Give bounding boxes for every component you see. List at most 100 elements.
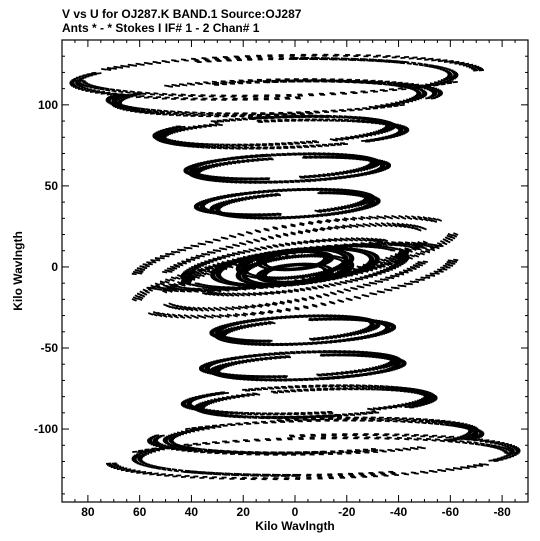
uv-point-conjugate — [173, 469, 179, 473]
uv-point-conjugate — [337, 414, 343, 417]
uv-point — [150, 112, 156, 115]
uv-point-conjugate — [167, 468, 173, 472]
uv-point — [106, 93, 112, 96]
uv-point — [286, 152, 292, 155]
uv-point — [233, 178, 239, 181]
uv-point — [268, 143, 274, 147]
uv-point-conjugate — [342, 433, 348, 436]
uv-point-conjugate — [384, 433, 390, 436]
uv-point-conjugate — [284, 355, 290, 358]
uv-point — [433, 64, 440, 68]
uv-point — [241, 117, 247, 120]
uv-point — [300, 176, 306, 179]
uv-point-conjugate — [150, 466, 157, 469]
uv-point-conjugate — [274, 474, 280, 477]
uv-point — [307, 152, 313, 155]
uv-point — [248, 191, 254, 194]
uv-point-conjugate — [207, 472, 213, 475]
uv-point — [100, 92, 106, 95]
uv-point — [239, 115, 245, 118]
uv-point-conjugate — [336, 387, 342, 390]
uv-point-conjugate — [180, 430, 186, 434]
uv-point-conjugate — [348, 375, 354, 378]
uv-point — [105, 91, 111, 94]
uv-point — [401, 60, 407, 64]
uv-point — [416, 96, 423, 100]
uv-point — [190, 114, 196, 117]
uv-point-conjugate — [413, 433, 419, 436]
uv-point-conjugate — [363, 433, 369, 436]
uv-point-conjugate — [498, 458, 504, 461]
uv-point — [248, 144, 254, 147]
uv-point-conjugate — [378, 416, 384, 419]
uv-point-conjugate — [502, 457, 508, 460]
uv-point — [243, 178, 249, 181]
uv-point-conjugate — [274, 355, 280, 359]
uv-point — [404, 100, 410, 104]
uv-point-conjugate — [329, 387, 335, 390]
uv-point-conjugate — [282, 379, 288, 382]
uv-point-conjugate — [280, 474, 286, 477]
uv-point — [85, 89, 91, 92]
uv-point — [221, 98, 227, 101]
uv-point-conjugate — [368, 412, 374, 415]
uv-point-conjugate — [323, 256, 329, 259]
uv-point-conjugate — [343, 376, 349, 379]
uv-point — [399, 101, 406, 105]
uv-point — [175, 114, 181, 117]
uv-point — [126, 94, 132, 97]
uv-point-conjugate — [283, 389, 289, 392]
uv-point-conjugate — [323, 415, 329, 418]
uv-point — [236, 275, 242, 278]
uv-point — [281, 143, 287, 146]
uv-point — [324, 57, 330, 60]
uv-point-conjugate — [290, 389, 296, 392]
uv-point — [310, 57, 316, 59]
uv-point — [281, 152, 287, 155]
uv-point-conjugate — [358, 374, 364, 377]
uv-point-conjugate — [327, 474, 333, 477]
uv-point — [161, 97, 167, 100]
uv-point-conjugate — [416, 417, 422, 420]
uv-point — [111, 92, 117, 95]
uv-point — [214, 115, 220, 118]
uv-point-conjugate — [244, 474, 250, 477]
uv-point-conjugate — [155, 467, 161, 470]
uv-point-conjugate — [328, 256, 334, 258]
uv-point — [340, 57, 346, 60]
uv-point-conjugate — [331, 433, 337, 436]
uv-point-conjugate — [432, 434, 438, 437]
uv-point — [255, 144, 261, 147]
uv-point — [253, 178, 259, 181]
uv-point — [144, 111, 150, 115]
uv-point — [242, 98, 248, 101]
uv-point-conjugate — [370, 416, 376, 419]
uv-point — [285, 97, 291, 100]
uv-point-conjugate — [394, 417, 400, 419]
uv-point-conjugate — [331, 353, 337, 356]
uv-point — [231, 156, 237, 159]
uv-point-conjugate — [404, 433, 410, 436]
uv-point — [276, 153, 282, 156]
uv-point — [251, 154, 257, 157]
uv-point-conjugate — [343, 414, 349, 417]
uv-point-conjugate — [488, 459, 494, 462]
uv-point-conjugate — [449, 435, 455, 438]
uv-point-conjugate — [170, 433, 176, 437]
uv-point — [310, 175, 316, 178]
uv-point — [210, 98, 216, 101]
uv-point — [256, 275, 262, 278]
uv-point-conjugate — [284, 474, 290, 477]
uv-point — [261, 275, 267, 278]
uv-point — [256, 114, 262, 117]
uv-point-conjugate — [287, 379, 293, 382]
uv-point — [256, 154, 262, 157]
uv-point — [293, 56, 299, 59]
uv-point — [241, 144, 248, 147]
uv-point-conjugate — [164, 436, 170, 440]
uv-point-conjugate — [289, 434, 295, 437]
uv-point-conjugate — [277, 390, 283, 393]
uv-point-conjugate — [270, 474, 276, 477]
uv-point-conjugate — [325, 353, 332, 356]
uv-point — [261, 116, 267, 119]
